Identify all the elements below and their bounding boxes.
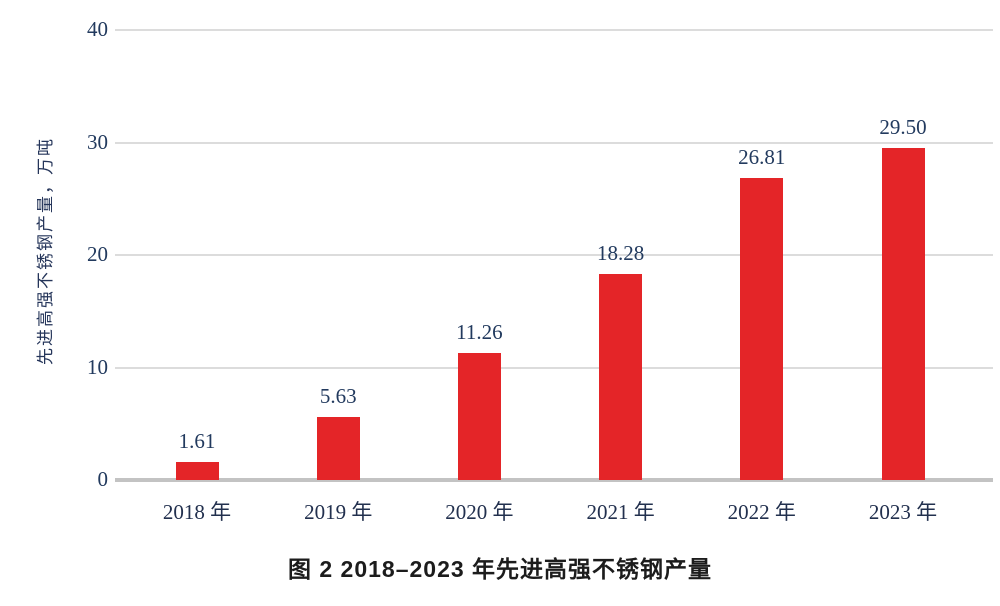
y-tick-label: 30 <box>87 129 108 154</box>
y-tick-label: 20 <box>87 242 108 266</box>
bar-value-label: 11.26 <box>456 320 503 345</box>
bar-value-label: 5.63 <box>319 383 357 408</box>
bar-2023年 <box>881 148 925 480</box>
gridline-y10 <box>115 366 993 369</box>
bar-2022年 <box>740 178 784 480</box>
bar-value-label: 26.81 <box>738 145 786 170</box>
x-tick-label: 2023 年 <box>868 500 938 524</box>
x-tick-label: 2020 年 <box>445 500 514 524</box>
bar-2020年 <box>457 353 501 480</box>
x-tick-label: 2021 年 <box>586 500 655 524</box>
gridline-y20 <box>115 254 993 256</box>
bar-value-label: 1.61 <box>178 428 216 453</box>
bar-value-label: 29.50 <box>879 115 927 140</box>
figure-caption: 图 2 2018–2023 年先进高强不锈钢产量 <box>287 556 713 582</box>
x-tick-label: 2022 年 <box>727 500 796 524</box>
y-tick-label: 0 <box>97 467 109 491</box>
bar-value-label: 18.28 <box>596 241 645 266</box>
x-tick-label: 2018 年 <box>162 500 232 524</box>
bar-2018年 <box>175 461 219 480</box>
y-tick-label: 10 <box>87 354 108 379</box>
gridline-y40 <box>115 29 993 31</box>
bar-2021年 <box>599 274 643 480</box>
bar-2019年 <box>316 416 360 480</box>
x-tick-label: 2019 年 <box>304 500 373 524</box>
x-axis-line <box>115 478 993 482</box>
gridline-y30 <box>115 141 993 144</box>
y-tick-label: 40 <box>87 17 108 41</box>
